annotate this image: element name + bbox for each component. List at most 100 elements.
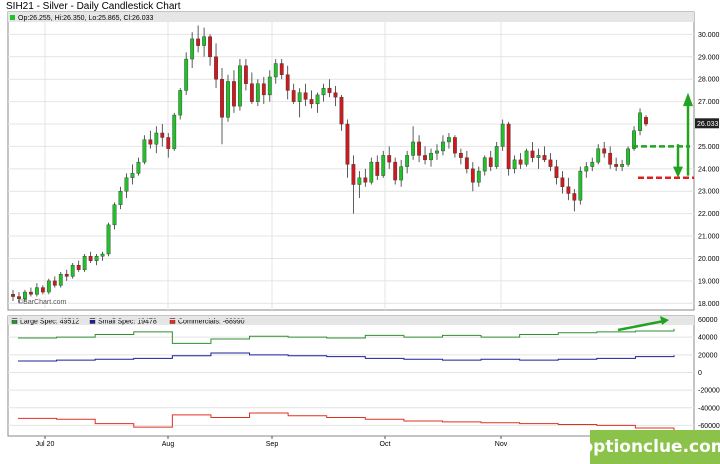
candle [488, 157, 493, 167]
price-tick-label: 18.000 [698, 301, 720, 308]
candle [261, 83, 266, 96]
candle [29, 291, 33, 295]
candle [226, 81, 230, 118]
candle [11, 294, 15, 297]
down-arrow-head [673, 166, 683, 178]
candle [381, 155, 386, 176]
candle [124, 177, 129, 192]
candle [249, 83, 254, 102]
x-tick-label: Sep [266, 441, 279, 448]
candle [548, 159, 553, 167]
candle [46, 280, 51, 293]
cot-tick-label: -20000 [698, 388, 720, 395]
candle [411, 141, 416, 156]
cot-series-line [18, 412, 675, 434]
candle [453, 137, 457, 154]
price-tick-label: 21.000 [698, 234, 720, 241]
cot-series-line [18, 328, 675, 344]
candle [321, 87, 326, 96]
candle [172, 114, 177, 149]
chart-title: SIH21 - Silver - Daily Candlestick Chart [6, 1, 181, 12]
candle [327, 87, 332, 93]
candle [560, 177, 565, 187]
candle [208, 36, 212, 58]
cot-trend-arrow-head [660, 316, 669, 325]
candle [614, 164, 619, 167]
candle [136, 161, 141, 174]
candle [632, 130, 636, 149]
candle [464, 157, 469, 170]
cot-trend-arrow-shaft [617, 319, 665, 332]
candle [214, 56, 218, 80]
cot-tick-label: 40000 [698, 335, 718, 342]
price-tick-label: 25.000 [698, 144, 720, 151]
candle [34, 287, 39, 295]
candle [417, 141, 421, 156]
candle [267, 76, 272, 96]
candle [82, 256, 87, 270]
candle [184, 58, 189, 91]
candle [429, 152, 433, 161]
candle [506, 123, 511, 170]
cot-legend-label: Commercials: -68990 [178, 319, 245, 326]
price-tick-label: 27.000 [698, 99, 720, 106]
candle [112, 204, 117, 226]
candle [106, 224, 111, 255]
candle [130, 173, 135, 179]
candle [202, 36, 206, 46]
cot-legend-swatch [169, 318, 176, 324]
candle [363, 177, 368, 183]
candle [626, 148, 630, 165]
candle [518, 159, 523, 165]
candle [178, 90, 183, 116]
candle [243, 65, 248, 84]
candle [405, 155, 410, 167]
price-tick-label: 20.000 [698, 256, 720, 263]
candle [160, 132, 165, 138]
price-tick-label: 22.000 [698, 211, 720, 218]
cot-tick-label: 0 [698, 370, 702, 377]
candle [88, 256, 93, 261]
candle [339, 96, 344, 125]
candle [333, 92, 338, 98]
candle [578, 170, 583, 201]
x-tick-label: Oct [380, 441, 391, 448]
candle [602, 148, 607, 154]
price-tick-label: 30.000 [698, 32, 720, 39]
candle [148, 139, 153, 145]
candle [309, 99, 314, 105]
candle [64, 273, 69, 277]
candle [542, 155, 547, 161]
cot-legend-swatch [89, 318, 96, 324]
cot-series-line [18, 352, 675, 362]
candle [399, 166, 404, 181]
candle [58, 273, 63, 286]
candle [476, 170, 481, 183]
candle [17, 296, 21, 299]
candle [285, 74, 290, 91]
cot-legend-strip [8, 316, 694, 325]
candle [40, 287, 45, 293]
optionclue-logo: optionclue.com [581, 430, 720, 464]
cot-panel [7, 315, 695, 437]
candle [23, 291, 27, 299]
candle [596, 148, 601, 163]
candle [644, 117, 648, 125]
candle [536, 155, 541, 158]
price-tick-label: 19.000 [698, 278, 720, 285]
candle [494, 146, 499, 167]
candle [375, 161, 380, 176]
price-panel [7, 11, 695, 311]
candle [470, 168, 475, 183]
candle [118, 191, 123, 205]
cot-tick-label: 20000 [698, 352, 718, 359]
watermark: ©BarChart.com [18, 298, 67, 306]
candle [166, 137, 171, 149]
candle [351, 164, 356, 185]
candle [220, 79, 224, 118]
price-tick-label: 28.000 [698, 77, 720, 84]
price-tick-label: 29.000 [698, 54, 720, 61]
candle [482, 157, 487, 172]
candle [584, 166, 589, 172]
